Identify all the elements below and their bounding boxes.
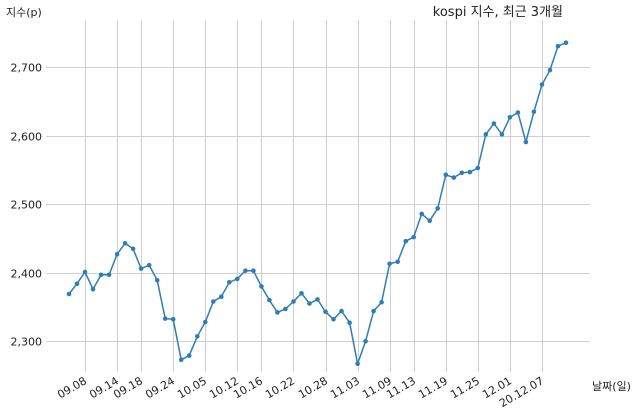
x-tick-label: 11.03	[328, 374, 362, 401]
data-point	[491, 121, 497, 126]
data-point	[170, 317, 176, 322]
data-point	[387, 261, 392, 267]
data-point	[475, 165, 481, 171]
data-point	[211, 299, 216, 304]
data-point	[90, 286, 96, 292]
data-point	[363, 338, 368, 344]
data-point	[195, 334, 200, 339]
data-point	[331, 317, 336, 322]
data-point	[106, 272, 112, 278]
y-tick-label: 2,700	[11, 62, 43, 75]
data-point	[507, 115, 513, 120]
data-point	[339, 308, 344, 314]
data-point	[114, 251, 120, 257]
data-point	[283, 306, 288, 312]
x-tick-label: 10.22	[263, 374, 297, 401]
y-axis-label: 지수(p)	[6, 6, 42, 19]
data-point	[435, 206, 441, 211]
data-point	[563, 40, 569, 45]
series-line	[68, 42, 567, 367]
data-point	[154, 278, 160, 283]
data-point	[539, 82, 545, 87]
x-tick-label: 11.25	[448, 374, 482, 401]
data-point	[403, 238, 409, 244]
data-point	[138, 266, 144, 271]
data-point	[178, 357, 184, 363]
series-layer	[66, 40, 569, 367]
data-point	[74, 281, 80, 287]
data-point	[267, 297, 272, 303]
data-point	[186, 353, 192, 358]
data-point	[531, 109, 537, 115]
y-tick-label: 2,400	[11, 268, 43, 281]
y-tick-label: 2,300	[11, 336, 43, 349]
chart-title: kospi 지수, 최근 3개월	[433, 5, 563, 20]
data-point	[443, 172, 449, 178]
data-point	[547, 67, 553, 73]
data-point	[523, 139, 529, 145]
data-point	[235, 276, 240, 282]
x-tick-label: 10.28	[296, 374, 330, 401]
data-point	[146, 262, 152, 268]
data-point	[98, 272, 104, 278]
tick-layer: 2,3002,4002,5002,6002,70009.0809.1409.18…	[11, 62, 547, 411]
data-point	[555, 43, 561, 49]
data-point	[307, 301, 312, 306]
x-tick-label: 09.24	[143, 374, 177, 401]
data-point	[379, 299, 384, 305]
data-point	[347, 320, 352, 326]
grid-layer	[46, 20, 590, 372]
data-point	[515, 110, 521, 115]
data-point	[419, 211, 425, 217]
data-point	[355, 361, 360, 367]
data-point	[315, 297, 320, 302]
data-point	[122, 241, 128, 246]
data-point	[459, 170, 465, 176]
data-point	[427, 218, 433, 223]
data-point	[162, 316, 168, 321]
data-point	[451, 175, 457, 180]
data-point	[411, 234, 417, 240]
data-point	[243, 268, 248, 274]
x-tick-label: 09.08	[55, 374, 89, 401]
data-point	[82, 269, 88, 275]
data-point	[219, 294, 224, 300]
x-tick-label: 11.19	[416, 374, 450, 401]
data-point	[291, 299, 296, 304]
data-point	[299, 291, 304, 296]
data-point	[323, 309, 328, 315]
data-point	[66, 291, 72, 297]
data-point	[467, 169, 473, 175]
x-axis-label: 날짜(일)	[592, 379, 631, 393]
data-point	[499, 132, 505, 137]
data-point	[259, 284, 264, 289]
data-point	[203, 319, 208, 325]
x-tick-label: 10.05	[175, 374, 209, 401]
data-point	[395, 259, 401, 265]
data-point	[251, 268, 256, 274]
data-point	[227, 280, 232, 285]
y-tick-label: 2,600	[11, 131, 43, 144]
y-tick-label: 2,500	[11, 199, 43, 212]
data-point	[371, 308, 376, 314]
data-point	[130, 246, 136, 252]
data-point	[275, 310, 280, 315]
data-point	[483, 132, 489, 137]
